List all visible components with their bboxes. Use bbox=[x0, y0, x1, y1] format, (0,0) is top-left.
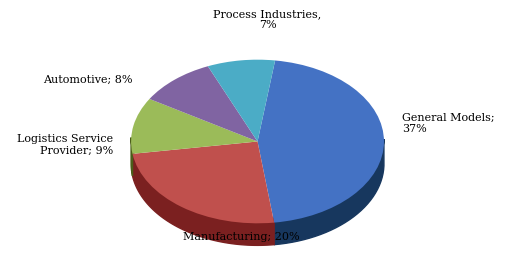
Text: Manufacturing; 20%: Manufacturing; 20% bbox=[183, 232, 300, 242]
Wedge shape bbox=[149, 66, 258, 142]
Text: Process Industries,
7%: Process Industries, 7% bbox=[214, 9, 322, 30]
Polygon shape bbox=[132, 149, 274, 245]
Wedge shape bbox=[258, 61, 384, 223]
Polygon shape bbox=[131, 138, 132, 176]
Wedge shape bbox=[208, 60, 275, 142]
Polygon shape bbox=[274, 139, 384, 245]
Wedge shape bbox=[132, 142, 274, 223]
Text: Automotive; 8%: Automotive; 8% bbox=[43, 75, 133, 85]
Wedge shape bbox=[131, 99, 258, 154]
Text: General Models;
37%: General Models; 37% bbox=[402, 113, 494, 135]
Text: Logistics Service
Provider; 9%: Logistics Service Provider; 9% bbox=[17, 134, 113, 156]
